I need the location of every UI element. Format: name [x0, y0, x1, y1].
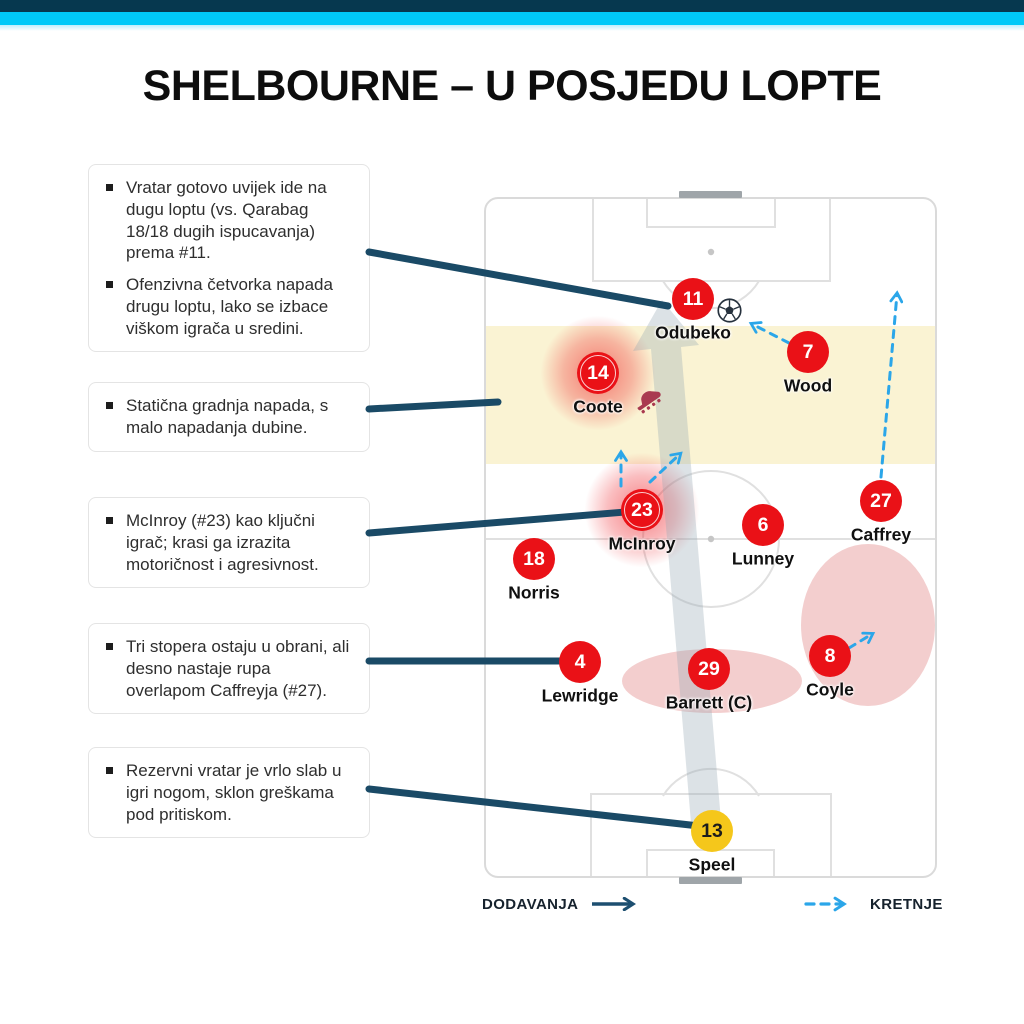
player-name-label: Caffrey [850, 524, 912, 545]
connector-line-2 [365, 398, 502, 413]
annotation-text: McInroy (#23) kao ključni igrač; krasi g… [126, 511, 319, 574]
header-cyan-bar [0, 12, 1024, 25]
player-marker-23: 23 [621, 489, 663, 531]
annotation-bullet: Vratar gotovo uvijek ide na dugu loptu (… [102, 177, 354, 264]
player-name-label: Coote [573, 396, 623, 417]
player-marker-14: 14 [577, 352, 619, 394]
annotation-text: Ofenzivna četvorka napada drugu loptu, l… [126, 275, 333, 338]
long-ball-arrow [633, 300, 721, 823]
annotation-text: Tri stopera ostaju u obrani, ali desno n… [126, 637, 350, 700]
player-name-label: Norris [508, 582, 560, 603]
annotation-bullet: Statična gradnja napada, s malo napadanj… [102, 395, 354, 439]
player-number: 13 [701, 819, 723, 842]
annotation-box-5: Rezervni vratar je vrlo slab u igri nogo… [88, 747, 370, 839]
player-number: 18 [523, 547, 545, 570]
player-name-label: McInroy [608, 533, 676, 554]
player-marker-11: 11 [672, 278, 714, 320]
player-name-label: Lunney [731, 548, 795, 569]
header-fade [0, 25, 1024, 31]
annotation-box-1: Vratar gotovo uvijek ide na dugu loptu (… [88, 164, 370, 353]
movement-arrow-wood [748, 321, 791, 345]
annotation-text: Vratar gotovo uvijek ide na dugu loptu (… [126, 178, 327, 263]
player-name-label: Odubeko [655, 322, 731, 343]
key-player-ring [580, 355, 616, 391]
bullet-square-icon [106, 643, 113, 650]
player-number: 8 [824, 644, 836, 667]
penalty-spot-top [707, 248, 715, 256]
bullet-square-icon [106, 402, 113, 409]
annotation-text: Rezervni vratar je vrlo slab u igri nogo… [126, 761, 342, 824]
player-name-label: Lewridge [541, 685, 619, 706]
penalty-arc-bottom [662, 767, 760, 797]
player-marker-4: 4 [559, 641, 601, 683]
bullet-square-icon [106, 517, 113, 524]
player-name-label: Coyle [806, 679, 854, 700]
annotation-box-2: Statična gradnja napada, s malo napadanj… [88, 382, 370, 452]
goal-bottom [679, 877, 742, 884]
player-number: 27 [870, 489, 892, 512]
annotation-bullet: Rezervni vratar je vrlo slab u igri nogo… [102, 760, 354, 825]
connector-line-3 [365, 507, 642, 537]
page-title: SHELBOURNE – U POSJEDU LOPTE [142, 62, 882, 110]
annotation-text: Statična gradnja napada, s malo napadanj… [126, 396, 329, 437]
connector-line-1 [365, 248, 672, 310]
penalty-box-bottom [590, 793, 832, 876]
movement-arrow-coyle [847, 631, 876, 650]
key-player-ring [624, 492, 660, 528]
penalty-box-top [592, 199, 831, 282]
player-marker-7: 7 [787, 331, 829, 373]
movement-arrow-caffrey [879, 290, 904, 479]
bullet-square-icon [106, 281, 113, 288]
player-number: 4 [574, 650, 586, 673]
center-spot [707, 535, 715, 543]
player-number: 11 [682, 287, 704, 310]
player-name-label: Speel [688, 854, 736, 875]
legend-movement-label: KRETNJE [870, 896, 943, 913]
annotation-bullet: McInroy (#23) kao ključni igrač; krasi g… [102, 510, 354, 575]
annotation-box-3: McInroy (#23) kao ključni igrač; krasi g… [88, 497, 370, 589]
connector-line-5 [365, 785, 703, 830]
player-number: 6 [757, 513, 769, 536]
annotation-bullet: Ofenzivna četvorka napada drugu loptu, l… [102, 274, 354, 339]
annotation-box-4: Tri stopera ostaju u obrani, ali desno n… [88, 623, 370, 715]
player-name-label: Wood [783, 375, 833, 396]
player-marker-29: 29 [688, 648, 730, 690]
player-marker-18: 18 [513, 538, 555, 580]
bullet-square-icon [106, 767, 113, 774]
highlight-zone-pink-right [801, 544, 935, 706]
movement-arrow-mcinroy-diag [648, 451, 683, 484]
soccer-ball-icon [717, 298, 742, 323]
football-boot-icon [637, 391, 661, 414]
player-marker-8: 8 [809, 635, 851, 677]
bullet-square-icon [106, 184, 113, 191]
goal-area-top [646, 199, 776, 228]
annotation-bullet: Tri stopera ostaju u obrani, ali desno n… [102, 636, 354, 701]
goal-top [679, 191, 742, 198]
player-number: 29 [698, 657, 720, 680]
player-name-label: Barrett (C) [665, 692, 753, 713]
player-number: 7 [802, 340, 814, 363]
player-marker-6: 6 [742, 504, 784, 546]
player-marker-13: 13 [691, 810, 733, 852]
legend-passes-label: DODAVANJA [482, 896, 579, 913]
header-navy-bar [0, 0, 1024, 12]
player-marker-27: 27 [860, 480, 902, 522]
